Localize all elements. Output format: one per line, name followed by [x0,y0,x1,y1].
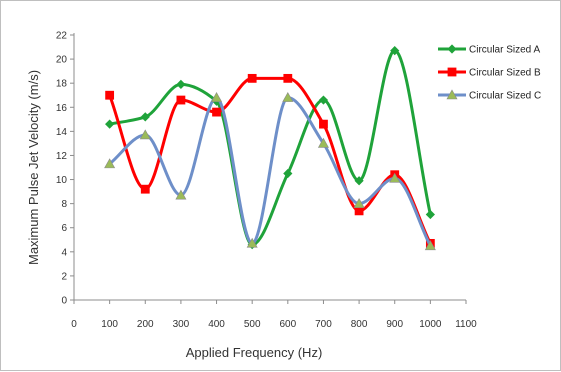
x-tick-label: 1000 [419,319,442,330]
x-tick-label: 900 [386,319,403,330]
x-tick-label: 1100 [455,319,477,330]
x-tick-label: 200 [137,319,154,330]
x-tick-label: 300 [173,319,190,330]
x-axis-title: Applied Frequency (Hz) [186,345,323,360]
legend-label: Circular Sized C [469,91,541,102]
x-tick-label: 0 [71,319,77,330]
data-point-diamond [390,46,400,56]
x-tick-label: 700 [315,319,332,330]
data-point-diamond [318,95,329,105]
series-triangle [104,92,436,251]
data-point-diamond [105,119,115,129]
y-tick-label: 22 [56,31,68,42]
legend-marker-diamond [447,44,457,54]
data-point-square [176,95,186,105]
data-point-diamond [176,79,186,89]
data-point-triangle [353,198,365,208]
data-point-triangle [104,158,116,169]
data-point-square [105,90,115,100]
data-point-triangle [424,240,436,251]
data-point-triangle [246,237,258,248]
y-tick-label: 18 [56,79,68,90]
y-tick-label: 6 [61,223,67,234]
legend-marker-square [447,67,457,77]
y-tick-label: 10 [56,175,68,186]
data-point-triangle [317,137,329,148]
legend-label: Circular Sized B [469,68,541,79]
series-layer [104,46,436,251]
y-tick-label: 8 [61,199,67,210]
y-tick-label: 16 [56,103,68,114]
y-tick-label: 2 [61,271,67,282]
x-tick-label: 800 [351,319,368,330]
data-point-triangle [139,129,151,140]
data-point-triangle [389,172,401,183]
legend-label: Circular Sized A [469,45,540,56]
x-tick-label: 600 [279,319,296,330]
series-line [108,96,432,248]
data-point-triangle [282,92,294,102]
y-tick-label: 20 [56,55,68,66]
axes: 0 2 4 6 8 10 12 14 16 18 20 22 0 100 200 300 400 500 600 70… [56,31,477,331]
data-point-triangle [175,189,187,200]
y-tick-label: 0 [61,296,67,307]
data-point-square [140,184,150,194]
data-point-square [212,107,221,117]
y-tick-label: 4 [61,247,67,258]
data-point-square [283,73,293,83]
data-point-square [354,206,364,216]
data-point-diamond [140,112,150,122]
data-point-diamond [354,176,364,186]
x-tick-label: 500 [244,319,261,330]
series-diamond [105,46,435,250]
data-point-triangle [211,92,223,102]
y-tick-label: 14 [56,127,68,138]
x-tick-label: 400 [208,319,225,330]
y-tick-label: 12 [56,151,68,162]
data-point-square [247,73,257,83]
legend-marker-triangle [446,89,458,100]
data-point-diamond [283,168,293,179]
x-tick-label: 100 [101,319,118,330]
data-point-diamond [425,209,435,220]
y-axis-title: Maximum Pulse Jet Velocity (m/s) [26,70,41,265]
data-point-square [319,119,328,129]
legend: Circular Sized A Circular Sized B Circular… [433,35,557,107]
